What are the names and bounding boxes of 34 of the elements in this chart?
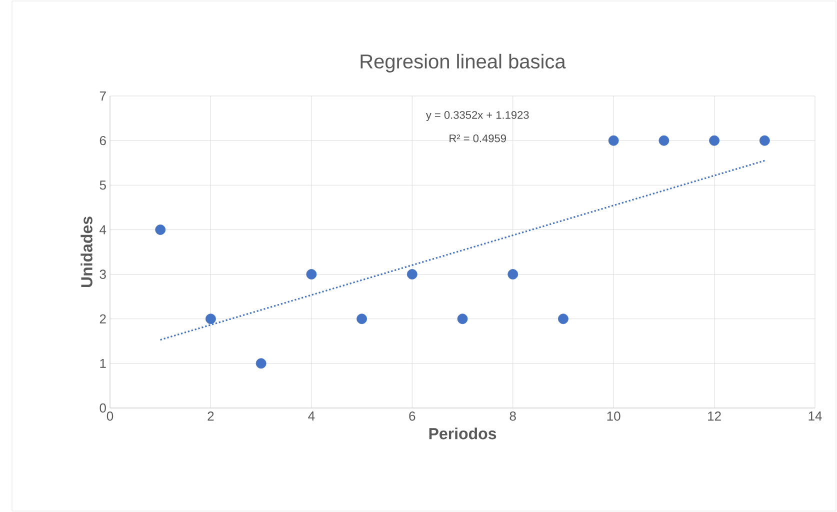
x-tick-label: 6	[409, 412, 416, 421]
y-tick-label: 3	[100, 270, 106, 279]
point	[508, 269, 518, 280]
point	[306, 269, 317, 280]
point	[608, 135, 619, 146]
y-tick-label: 4	[100, 225, 106, 234]
x-tick-label: 10	[607, 412, 620, 421]
x-tick-label: 12	[708, 412, 721, 421]
point	[206, 314, 216, 324]
annotation: R² = 0.4959	[450, 134, 506, 142]
x-tick-label: 0	[106, 412, 114, 421]
y-tick-label: 6	[100, 136, 106, 146]
point	[558, 314, 568, 324]
x-tick-label: 8	[510, 412, 516, 421]
point	[658, 135, 670, 146]
x-tick-label: 4	[308, 412, 315, 420]
y-tick-label: 0	[100, 403, 106, 413]
x-tick-label: 2	[208, 412, 214, 421]
point	[457, 314, 468, 324]
y-axis-title: Unidades	[80, 216, 92, 288]
chart-title: Regresion lineal basica	[360, 54, 566, 73]
point	[759, 135, 770, 146]
y-tick-label: 1	[100, 358, 106, 368]
x-tick-label: 14	[808, 412, 822, 420]
point	[155, 224, 166, 235]
point	[256, 358, 266, 369]
point	[406, 269, 418, 280]
point	[709, 135, 720, 146]
annotation: y = 0.3352x + 1.1923	[426, 111, 529, 122]
y-tick-label: 2	[100, 314, 106, 324]
y-tick-label: 7	[100, 92, 106, 100]
point	[356, 314, 367, 324]
y-tick-label: 5	[100, 180, 106, 190]
x-axis-title: Periodos	[429, 428, 496, 440]
